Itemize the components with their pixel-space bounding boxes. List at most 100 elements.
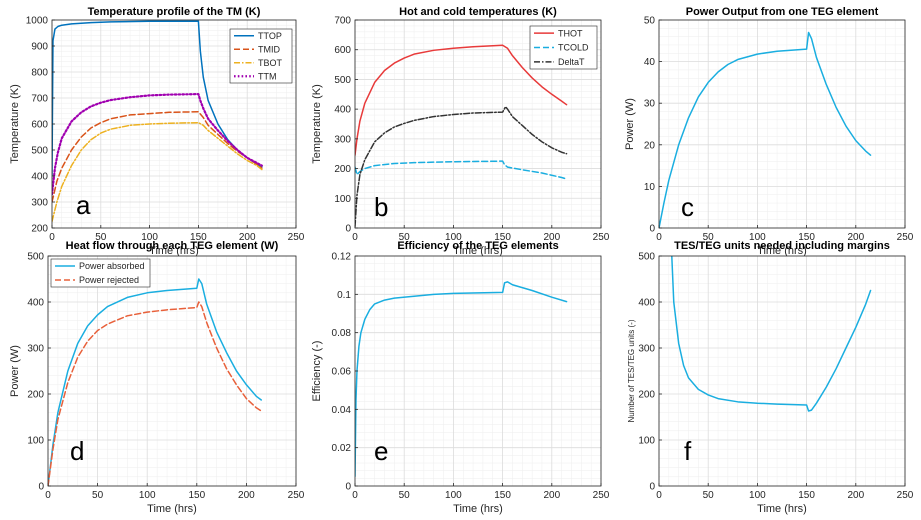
axes-box [658,19,906,229]
series-line-thot [355,44,568,156]
x-axis-label: Time (hrs) [147,503,197,515]
legend: THOT TCOLD DeltaT [529,25,598,70]
series-line-power-absorbed [48,278,263,486]
y-axis-label: Temperature (K) [311,84,323,163]
x-tick-label: 150 [494,232,511,243]
series-line-tbot [52,121,263,223]
y-tick-label: 500 [27,252,44,263]
chart-panel-c: 0 50 100 150 200 250 0 10 20 30 40 50 Power Output f… [624,6,914,257]
chart-title: Heat flow through each TEG element (W) [66,240,279,252]
y-tick-label: 0.02 [332,443,352,454]
chart-panel-e: 0 50 100 150 200 250 0 0.02 0.04 0.06 0.08 0.1 0.12 E… [311,240,610,515]
y-tick-label: 0.1 [337,290,351,301]
x-tick-label: 150 [190,232,207,243]
x-tick-label: 0 [352,232,358,243]
x-tick-label: 50 [399,490,411,501]
y-tick-label: 300 [638,344,655,355]
legend-entry: Power absorbed [79,261,145,271]
axes-box [354,19,602,229]
x-tick-label: 250 [288,232,305,243]
x-axis-label: Time (hrs) [757,245,807,257]
legend-entry: TCOLD [558,43,589,53]
y-tick-label: 300 [31,198,48,209]
legend-entry: THOT [558,28,583,38]
y-tick-label: 0 [345,482,351,493]
x-tick-label: 0 [49,232,55,243]
y-tick-label: 0.06 [332,367,352,378]
series-line-f [671,256,872,412]
plot-area [659,256,905,486]
x-axis-label: Time (hrs) [453,245,503,257]
x-tick-label: 50 [399,232,411,243]
axes-box [47,255,297,487]
x-tick-label: 50 [703,490,715,501]
x-tick-label: 200 [847,232,864,243]
panel-letter: e [374,436,388,466]
y-tick-label: 200 [334,164,351,175]
panel-letter: c [681,192,694,222]
chart-panel-a: 0 50 100 150 200 250 200 300 400 500 600 700 800 900 1… [9,6,305,257]
x-tick-label: 0 [45,490,51,501]
x-tick-label: 100 [749,232,766,243]
chart-panel-f: 0 50 100 150 200 250 0 100 200 300 400 500 TES/TEG u… [627,240,914,515]
y-tick-label: 600 [31,120,48,131]
y-axis-label: Power (W) [624,98,636,150]
chart-title: Hot and cold temperatures (K) [399,6,557,18]
x-tick-label: 250 [593,232,610,243]
x-tick-label: 0 [656,490,662,501]
y-tick-label: 0 [345,224,351,235]
y-tick-label: 200 [27,390,44,401]
y-tick-label: 800 [31,68,48,79]
y-tick-label: 0 [649,482,655,493]
y-axis-label: Power (W) [9,345,21,397]
y-tick-label: 500 [31,146,48,157]
y-tick-label: 100 [638,436,655,447]
panel-letter: f [684,436,692,466]
y-axis-label: Temperature (K) [9,84,21,163]
grid [658,255,906,487]
x-tick-label: 250 [288,490,305,501]
series-line-power-rejected [48,301,263,486]
y-tick-label: 0.12 [332,252,352,263]
grid [47,255,297,487]
x-tick-label: 150 [494,490,511,501]
y-tick-label: 200 [31,224,48,235]
legend: Power absorbed Power rejected [50,258,151,288]
y-tick-label: 400 [27,298,44,309]
y-tick-label: 0.08 [332,328,352,339]
y-tick-label: 300 [27,344,44,355]
y-tick-label: 400 [638,298,655,309]
series-line-tcold [355,160,568,180]
y-tick-label: 700 [31,94,48,105]
y-tick-label: 0 [649,224,655,235]
y-tick-label: 50 [644,16,656,27]
legend-entry: TBOT [258,58,283,68]
plot-area [48,256,296,486]
y-tick-label: 500 [334,75,351,86]
x-tick-label: 100 [445,490,462,501]
legend-entry: TTM [258,71,277,81]
y-tick-label: 100 [27,436,44,447]
y-tick-label: 600 [334,45,351,56]
y-tick-label: 100 [334,194,351,205]
x-tick-label: 100 [141,232,158,243]
chart-panel-d: 0 50 100 150 200 250 0 100 200 300 400 500 Heat flow… [9,240,305,515]
y-tick-label: 400 [31,172,48,183]
y-tick-label: 500 [638,252,655,263]
x-tick-label: 50 [703,232,715,243]
x-tick-label: 150 [798,490,815,501]
x-tick-label: 200 [543,490,560,501]
x-tick-label: 100 [445,232,462,243]
series-line-tmid [52,111,263,203]
x-tick-label: 250 [897,490,914,501]
series-line-c [659,31,872,228]
y-tick-label: 700 [334,16,351,27]
x-tick-label: 200 [847,490,864,501]
y-axis-label: Number of TES/TEG units (-) [627,319,636,422]
chart-title: TES/TEG units needed including margins [674,240,890,252]
y-tick-label: 300 [334,134,351,145]
x-tick-label: 50 [95,232,107,243]
series-line-ttm [52,92,263,196]
x-tick-label: 150 [798,232,815,243]
